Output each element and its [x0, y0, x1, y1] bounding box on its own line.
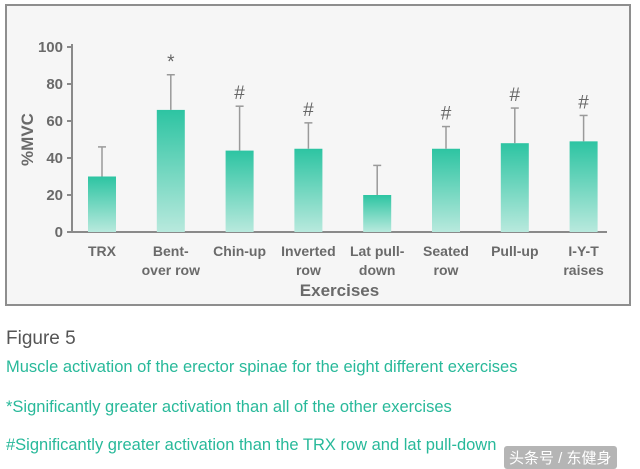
y-tick-label-40: 40	[46, 150, 63, 167]
bar-1	[156, 109, 185, 232]
x-axis-title: Exercises	[300, 281, 379, 300]
watermark: 头条号 / 东健身	[504, 446, 617, 469]
footnote-star: *Significantly greater activation than a…	[6, 398, 452, 416]
bar-6	[500, 143, 529, 232]
y-tick-label-60: 60	[46, 113, 63, 130]
chart-frame: 0 20 40 60 80 100 %MVC TRX * Bent-over row # Chin-u…	[5, 4, 631, 306]
x-tick-label-2-0: Chin-up	[213, 243, 266, 259]
x-tick-label-6-0: Pull-up	[491, 243, 538, 259]
x-tick-label-4-0: Lat pull-	[350, 243, 405, 259]
bar-7	[569, 141, 598, 232]
significance-mark-5: #	[441, 104, 452, 125]
significance-mark-2: #	[234, 83, 245, 104]
significance-mark-1: *	[167, 52, 175, 73]
x-tick-label-3-0: Inverted	[281, 243, 335, 259]
x-tick-label-7-1: raises	[563, 262, 604, 278]
x-tick-label-4-1: down	[359, 262, 396, 278]
bar-2	[225, 150, 254, 232]
footnote-hash: #Significantly greater activation than t…	[6, 436, 497, 454]
y-tick-label-20: 20	[46, 187, 63, 204]
bar-0	[88, 176, 116, 232]
significance-mark-6: #	[510, 85, 521, 106]
figure-label: Figure 5	[6, 328, 76, 349]
x-tick-label-1-0: Bent-	[153, 243, 189, 259]
significance-mark-3: #	[303, 100, 314, 121]
bar-5	[432, 148, 460, 232]
x-tick-label-1-1: over row	[142, 262, 200, 278]
bar-4	[363, 195, 392, 232]
y-tick-label-80: 80	[46, 76, 63, 93]
y-axis-title: %MVC	[18, 113, 37, 166]
x-tick-label-0-0: TRX	[88, 243, 117, 259]
bar-3	[294, 148, 323, 232]
x-tick-label-5-1: row	[434, 262, 459, 278]
x-tick-label-5-0: Seated	[423, 243, 469, 259]
bar-chart: 0 20 40 60 80 100 %MVC TRX * Bent-over row # Chin-u…	[18, 39, 607, 300]
x-tick-label-7-0: I-Y-T	[568, 243, 599, 259]
y-tick-label-0: 0	[55, 224, 63, 241]
figure-description: Muscle activation of the erector spinae …	[6, 358, 518, 376]
y-tick-label-100: 100	[38, 39, 63, 56]
x-tick-label-3-1: row	[296, 262, 321, 278]
significance-mark-7: #	[578, 92, 589, 113]
